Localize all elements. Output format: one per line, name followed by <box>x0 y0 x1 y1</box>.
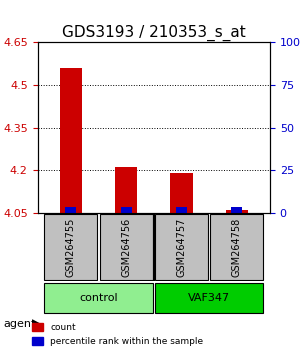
FancyBboxPatch shape <box>44 213 97 280</box>
Bar <box>170 173 193 213</box>
Bar <box>176 207 187 213</box>
Bar <box>121 207 132 213</box>
Bar <box>231 207 242 213</box>
FancyBboxPatch shape <box>155 283 263 313</box>
Text: agent: agent <box>3 319 35 329</box>
Bar <box>65 207 76 213</box>
Bar <box>60 68 82 213</box>
Text: VAF347: VAF347 <box>188 293 230 303</box>
Text: GSM264757: GSM264757 <box>176 217 186 276</box>
Bar <box>115 167 137 213</box>
Bar <box>226 210 248 213</box>
FancyBboxPatch shape <box>100 213 153 280</box>
Text: control: control <box>79 293 118 303</box>
Text: GSM264755: GSM264755 <box>66 217 76 276</box>
FancyBboxPatch shape <box>210 213 263 280</box>
FancyBboxPatch shape <box>44 283 153 313</box>
Title: GDS3193 / 210353_s_at: GDS3193 / 210353_s_at <box>62 25 246 41</box>
Text: ▶: ▶ <box>33 318 43 330</box>
FancyBboxPatch shape <box>155 213 208 280</box>
Text: GSM264758: GSM264758 <box>232 217 242 276</box>
Legend: count, percentile rank within the sample: count, percentile rank within the sample <box>28 320 207 349</box>
Text: GSM264756: GSM264756 <box>121 217 131 276</box>
